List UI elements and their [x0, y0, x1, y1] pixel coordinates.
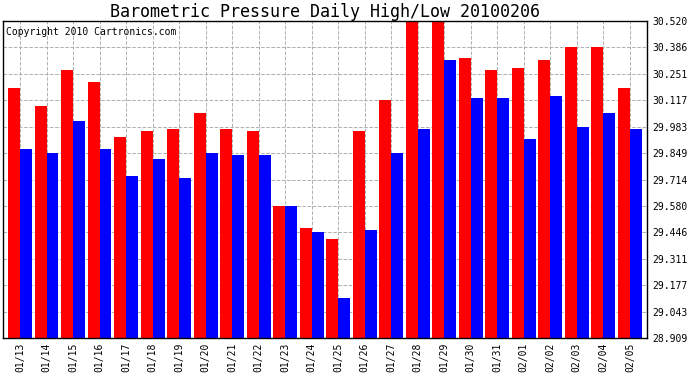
Bar [46, 153, 59, 338]
Bar [220, 129, 232, 338]
Bar [99, 149, 112, 338]
Bar [232, 155, 244, 338]
Bar [141, 131, 152, 338]
Bar [524, 139, 535, 338]
Bar [618, 88, 630, 338]
Bar [312, 231, 324, 338]
Bar [353, 131, 365, 338]
Bar [114, 137, 126, 338]
Bar [126, 176, 138, 338]
Bar [88, 82, 99, 338]
Bar [338, 298, 350, 338]
Bar [551, 96, 562, 338]
Text: Copyright 2010 Cartronics.com: Copyright 2010 Cartronics.com [6, 27, 177, 37]
Bar [20, 149, 32, 338]
Bar [152, 159, 164, 338]
Bar [8, 88, 20, 338]
Bar [417, 129, 430, 338]
Bar [273, 206, 285, 338]
Bar [380, 100, 391, 338]
Bar [34, 106, 46, 338]
Bar [299, 228, 312, 338]
Bar [433, 21, 444, 338]
Bar [326, 239, 338, 338]
Bar [471, 98, 483, 338]
Bar [630, 129, 642, 338]
Bar [406, 21, 417, 338]
Bar [459, 58, 471, 338]
Bar [194, 114, 206, 338]
Bar [179, 178, 191, 338]
Bar [565, 46, 577, 338]
Bar [538, 60, 551, 338]
Bar [167, 129, 179, 338]
Bar [577, 127, 589, 338]
Bar [485, 70, 497, 338]
Bar [591, 46, 603, 338]
Bar [497, 98, 509, 338]
Bar [259, 155, 270, 338]
Bar [603, 114, 615, 338]
Title: Barometric Pressure Daily High/Low 20100206: Barometric Pressure Daily High/Low 20100… [110, 3, 540, 21]
Bar [206, 153, 217, 338]
Bar [61, 70, 73, 338]
Bar [391, 153, 403, 338]
Bar [285, 206, 297, 338]
Bar [247, 131, 259, 338]
Bar [444, 60, 456, 338]
Bar [512, 68, 524, 338]
Bar [365, 230, 377, 338]
Bar [73, 121, 85, 338]
